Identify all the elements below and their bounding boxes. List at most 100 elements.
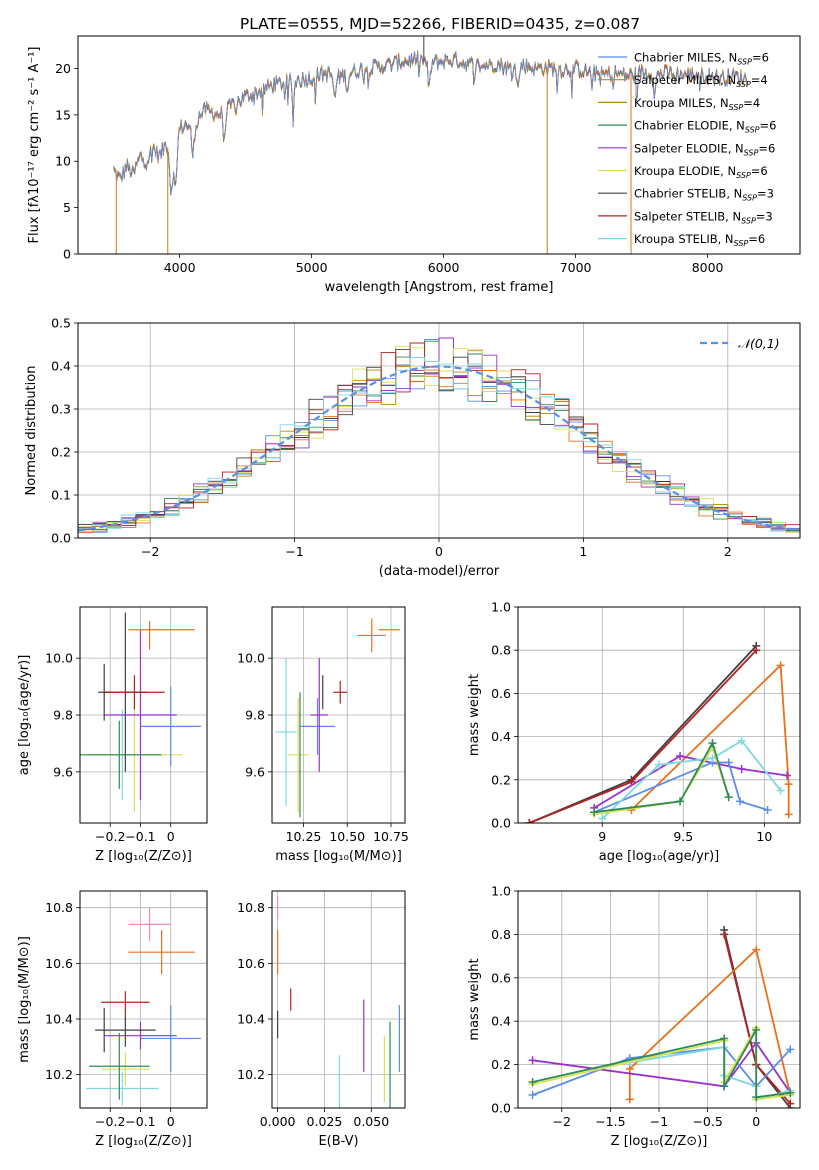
- errorbar-points: [275, 618, 400, 818]
- x-axis-label: Z [log₁₀(Z/Z⊙)]: [611, 1134, 708, 1149]
- plus-marker: [528, 1090, 537, 1099]
- x-tick-label: −1: [650, 1114, 668, 1129]
- errorbar-point: [300, 697, 335, 755]
- errorbar-points: [80, 612, 201, 812]
- y-tick-label: 0.2: [491, 772, 511, 787]
- x-tick-label: 10.75: [373, 829, 409, 844]
- y-tick-label: 0.5: [51, 316, 71, 331]
- plus-marker: [763, 806, 772, 815]
- y-tick-label: 10.4: [45, 1011, 73, 1026]
- errorbar-point: [104, 629, 177, 801]
- x-axis-label: E(B-V): [318, 1134, 358, 1149]
- legend-label: Kroupa STELIB, NSSP=6: [634, 232, 765, 248]
- mass_vs_Z-axes-frame: [79, 890, 208, 1109]
- spectrum-line-chabrier-miles: [113, 51, 748, 195]
- x-axis-label: (data-model)/error: [379, 564, 500, 579]
- y-tick-label: 0.8: [491, 927, 511, 942]
- y-tick-label: 0.4: [491, 1014, 511, 1029]
- age_vs_mass-axes-frame: [271, 606, 406, 824]
- spectrum-lines: [113, 36, 748, 254]
- y-tick-label: 9.6: [245, 764, 265, 779]
- errorbar-point: [357, 618, 386, 653]
- plus-marker: [786, 1099, 795, 1108]
- y-tick-label: 0.4: [51, 359, 71, 374]
- errorbar-point: [89, 1032, 150, 1100]
- errorbar-point: [287, 697, 309, 812]
- plus-marker: [786, 1088, 795, 1097]
- histogram-series: [78, 357, 800, 535]
- x-axis-label: Z [log₁₀(Z/Z⊙)]: [95, 1134, 192, 1149]
- x-tick-label: 0: [435, 544, 443, 559]
- x-tick-label: 5000: [296, 260, 328, 275]
- plus-marker: [720, 1034, 729, 1043]
- mass-weight-series: [528, 645, 757, 823]
- x-tick-label: 0.000: [260, 1114, 296, 1129]
- plus-marker: [737, 765, 746, 773]
- errorbar-point: [128, 907, 171, 942]
- y-tick-label: 10.8: [237, 900, 265, 915]
- y-tick-label: 20: [55, 61, 71, 76]
- plus-marker: [776, 661, 785, 670]
- legend-label: Salpeter ELODIE, NSSP=6: [634, 141, 775, 157]
- x-tick-label: −1: [285, 544, 303, 559]
- x-tick-label: −0.2: [95, 1114, 125, 1129]
- x-tick-label: 10: [756, 829, 772, 844]
- x-tick-label: 0: [752, 1114, 760, 1129]
- mass-weight-series: [532, 1026, 791, 1099]
- legend-label: Salpeter STELIB, NSSP=3: [634, 209, 773, 225]
- x-tick-label: 10.25: [286, 829, 322, 844]
- errorbar-point: [86, 1071, 159, 1106]
- y-tick-label: 0.3: [51, 402, 71, 417]
- y-tick-label: 15: [55, 107, 71, 122]
- plus-marker: [752, 1093, 761, 1102]
- mass_weight_vs_Z-panel: −2 −1.5 −1 −0.5 0 0.0 0.2 0.4 0.6 0.8 1.0 Z [log₁₀(…: [467, 884, 801, 1149]
- spectrum-axes-frame: [77, 35, 801, 255]
- y-axis-label: age [log₁₀(age/yr)]: [17, 655, 32, 776]
- age_vs_Z-plot-area: [80, 607, 207, 823]
- plus-marker: [708, 739, 717, 748]
- errorbar-point: [104, 1021, 177, 1050]
- x-tick-label: 4000: [164, 260, 196, 275]
- plus-marker: [786, 1045, 795, 1054]
- x-tick-label: −1.5: [595, 1114, 625, 1129]
- x-tick-label: 6000: [428, 260, 460, 275]
- plus-marker: [655, 760, 663, 769]
- x-tick-label: −2: [553, 1114, 571, 1129]
- plus-marker: [736, 797, 745, 806]
- errorbar-point: [104, 675, 165, 710]
- mass_vs_Z-panel: −0.2 −0.1 0 10.2 10.4 10.6 10.8 Z [log₁₀(Z/Z⊙)]…: [17, 890, 208, 1149]
- x-tick-label: 0: [167, 1114, 175, 1129]
- y-tick-label: 1.0: [491, 600, 511, 615]
- mass_vs_Z-plot-area: [80, 891, 207, 1108]
- x-tick-label: −0.2: [95, 829, 125, 844]
- plus-marker: [676, 752, 685, 761]
- x-axis-label: Z [log₁₀(Z/Z⊙)]: [95, 849, 192, 864]
- mass_weight_vs_Z-plot-area: [518, 890, 800, 1109]
- x-tick-label: −0.5: [692, 1114, 722, 1129]
- plus-marker: [737, 736, 746, 745]
- x-tick-label: −0.1: [125, 829, 155, 844]
- mass_vs_ebv-panel: 0.000 0.025 0.050 10.2 10.4 10.6 10.8 E(B-V): [237, 890, 406, 1149]
- errorbar-point: [101, 1052, 150, 1086]
- age_vs_mass-plot-area: [272, 607, 405, 823]
- legend-label: Chabrier ELODIE, NSSP=6: [634, 119, 776, 135]
- y-axis-label: mass weight: [467, 674, 482, 756]
- x-tick-label: 9.5: [673, 829, 693, 844]
- plus-marker: [528, 1056, 537, 1065]
- plus-marker: [724, 758, 733, 767]
- legend-label: Chabrier STELIB, NSSP=3: [634, 187, 774, 203]
- errorbar-points: [86, 907, 201, 1106]
- mass_vs_ebv-axes-frame: [271, 890, 406, 1109]
- spectrum-plot-area: [113, 36, 748, 254]
- errorbar-point: [310, 658, 328, 772]
- y-axis-label: mass [log₁₀(M/M⊙)]: [17, 936, 32, 1063]
- spectrum-panel: 4000 5000 6000 7000 8000 0 5 10 15 20 wavelength […: [27, 35, 801, 295]
- plus-marker: [625, 1095, 634, 1104]
- y-tick-label: 0.0: [491, 816, 511, 831]
- histogram-group: [78, 337, 800, 537]
- legend-label: 𝒩(0,1): [738, 336, 780, 351]
- y-tick-label: 10.0: [237, 651, 265, 666]
- legend-label: Chabrier MILES, NSSP=6: [634, 51, 769, 67]
- figure-title: PLATE=0555, MJD=52266, FIBERID=0435, z=0…: [240, 15, 640, 33]
